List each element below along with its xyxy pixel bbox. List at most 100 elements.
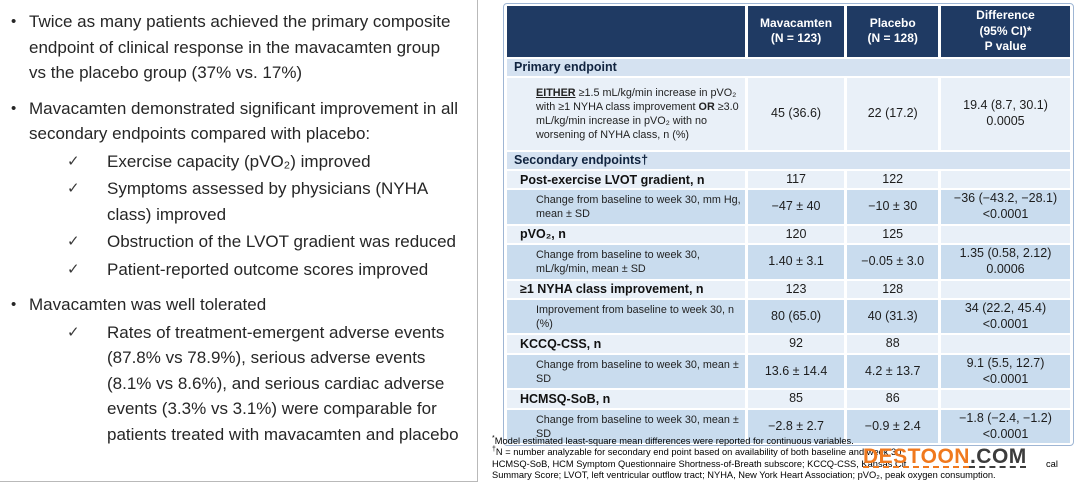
table-row: EITHER ≥1.5 mL/kg/min increase in pVO₂ w…	[507, 77, 1070, 150]
value-cell: 123	[747, 280, 845, 299]
value-cell: 45 (36.6)	[747, 77, 845, 150]
column-header-line: (N = 128)	[867, 31, 918, 46]
difference-value: −36 (−43.2, −28.1)	[953, 191, 1058, 206]
table-row: Primary endpoint	[507, 58, 1070, 76]
sub-bullet-item: ✓ Symptoms assessed by physicians (NYHA c…	[67, 176, 461, 227]
sub-bullet-item: ✓ Rates of treatment-emergent adverse eve…	[67, 320, 461, 448]
checkmark-icon: ✓	[67, 180, 80, 197]
results-table-container: Mavacamten (N = 123) Placebo (N = 128) Diffe…	[503, 3, 1074, 447]
row-label: KCCQ-CSS, n	[507, 335, 745, 354]
footnote-line: *Model estimated least-square mean diffe…	[492, 434, 854, 446]
watermark-brand: DESTOON	[863, 445, 970, 468]
sub-bullet-text: Rates of treatment-emergent adverse even…	[107, 322, 459, 444]
difference-cell	[941, 170, 1070, 189]
difference-value: −1.8 (−2.4, −1.2)	[959, 410, 1052, 425]
value-cell: 86	[847, 390, 939, 408]
column-header	[507, 6, 745, 57]
sub-bullet-text: Symptoms assessed by physicians (NYHA cl…	[107, 179, 428, 224]
row-label-segment: OR	[698, 100, 715, 113]
value-cell: 13.6 ± 14.4	[747, 355, 845, 389]
difference-cell	[941, 390, 1070, 408]
value-cell: −10 ± 30	[847, 190, 939, 224]
value-cell: −47 ± 40	[747, 190, 845, 224]
bullet-item: • Mavacamten was well tolerated ✓ Rates of …	[11, 292, 461, 447]
column-header-line: (N = 123)	[770, 31, 822, 46]
value-cell: 1.40 ± 3.1	[747, 245, 845, 279]
bullet-icon: •	[11, 99, 17, 117]
p-value: <0.0001	[982, 316, 1029, 331]
footnote-line: HCMSQ-SoB, HCM Symptom Questionnaire Sho…	[492, 458, 907, 469]
difference-cell: 34 (22.2, 45.4) <0.0001	[941, 300, 1070, 334]
summary-panel: • Twice as many patients achieved the pri…	[0, 0, 478, 482]
table-row: Change from baseline to week 30, mL/kg/m…	[507, 245, 1070, 279]
value-cell: −0.05 ± 3.0	[847, 245, 939, 279]
results-table: Mavacamten (N = 123) Placebo (N = 128) Diffe…	[504, 4, 1073, 445]
column-header-line: Mavacamten	[760, 15, 833, 30]
difference-cell: 19.4 (8.7, 30.1) 0.0005	[941, 77, 1070, 150]
bullet-main: • Mavacamten demonstrated significant imp…	[11, 96, 461, 147]
bullet-text: Mavacamten was well tolerated	[29, 295, 267, 314]
footnote-tail-text: cal	[1046, 459, 1058, 469]
footnote-line: Summary Score; LVOT, left ventricular ou…	[492, 469, 996, 480]
bullet-main: • Twice as many patients achieved the pri…	[11, 9, 461, 86]
value-cell: 92	[747, 335, 845, 354]
checkmark-icon: ✓	[67, 233, 80, 250]
table-row: Post-exercise LVOT gradient, n 117 122	[507, 170, 1070, 189]
value-cell: 85	[747, 390, 845, 408]
table-header-row: Mavacamten (N = 123) Placebo (N = 128) Diffe…	[507, 6, 1070, 57]
difference-cell	[941, 225, 1070, 244]
difference-cell: −1.8 (−2.4, −1.2) <0.0001	[941, 409, 1070, 444]
difference-value: 19.4 (8.7, 30.1)	[963, 98, 1048, 113]
difference-value: 1.35 (0.58, 2.12)	[959, 246, 1052, 261]
column-header-line: (95% CI)*	[979, 23, 1032, 38]
value-cell: 125	[847, 225, 939, 244]
table-row: Secondary endpoints†	[507, 151, 1070, 169]
difference-cell: 1.35 (0.58, 2.12) 0.0006	[941, 245, 1070, 279]
sub-bullet-item: ✓ Patient-reported outcome scores improve…	[67, 257, 461, 283]
section-label: Secondary endpoints†	[507, 151, 1070, 169]
row-label: Change from baseline to week 30, mean ± …	[507, 409, 745, 444]
row-label: EITHER ≥1.5 mL/kg/min increase in pVO₂ w…	[507, 77, 745, 150]
section-label: Primary endpoint	[507, 58, 1070, 76]
difference-value: 9.1 (5.5, 12.7)	[966, 356, 1045, 371]
row-label: pVO₂, n	[507, 225, 745, 244]
sub-bullet-item: ✓ Obstruction of the LVOT gradient was re…	[67, 229, 461, 255]
value-cell: 80 (65.0)	[747, 300, 845, 334]
table-row: pVO₂, n 120 125	[507, 225, 1070, 244]
watermark-tld: .COM	[969, 445, 1027, 468]
bullet-icon: •	[11, 13, 17, 30]
difference-value: 34 (22.2, 45.4)	[964, 301, 1047, 316]
table-row: KCCQ-CSS, n 92 88	[507, 335, 1070, 354]
table-row: Change from baseline to week 30, mm Hg, …	[507, 190, 1070, 224]
bullet-text: Twice as many patients achieved the prim…	[29, 12, 451, 82]
bullet-item: • Mavacamten demonstrated significant imp…	[11, 96, 461, 283]
p-value: <0.0001	[982, 371, 1029, 386]
table-row: Change from baseline to week 30, mean ± …	[507, 355, 1070, 389]
checkmark-icon: ✓	[67, 323, 80, 341]
table-row: HCMSQ-SoB, n 85 86	[507, 390, 1070, 408]
row-label: Improvement from baseline to week 30, n …	[507, 300, 745, 334]
p-value: <0.0001	[982, 426, 1029, 441]
row-label: Post-exercise LVOT gradient, n	[507, 170, 745, 189]
row-label-segment: EITHER	[536, 86, 576, 99]
value-cell: 40 (31.3)	[847, 300, 939, 334]
value-cell: 117	[747, 170, 845, 189]
footnote-line: †N = number analyzable for secondary end…	[492, 446, 902, 458]
sub-bullet-text: Exercise capacity (pVO₂) improved	[107, 151, 371, 171]
value-cell: 22 (17.2)	[847, 77, 939, 150]
row-label: Change from baseline to week 30, mm Hg, …	[507, 190, 745, 224]
bullet-icon: •	[11, 296, 17, 313]
sub-bullet-text: Obstruction of the LVOT gradient was red…	[107, 232, 457, 251]
p-value: 0.0006	[986, 261, 1025, 276]
value-cell: 128	[847, 280, 939, 299]
value-cell: −0.9 ± 2.4	[847, 409, 939, 444]
row-label: Change from baseline to week 30, mean ± …	[507, 355, 745, 389]
row-label-segment: ≥1.5 mL/kg/min increase in pVO₂ with ≥1 …	[536, 86, 737, 113]
bullet-list: • Twice as many patients achieved the pri…	[11, 9, 461, 447]
difference-cell: −36 (−43.2, −28.1) <0.0001	[941, 190, 1070, 224]
row-label: HCMSQ-SoB, n	[507, 390, 745, 408]
value-cell: 4.2 ± 13.7	[847, 355, 939, 389]
row-label-segment: ≥3.0 mL/kg/min increase in pVO₂ with no …	[536, 100, 739, 141]
table-row: Improvement from baseline to week 30, n …	[507, 300, 1070, 334]
